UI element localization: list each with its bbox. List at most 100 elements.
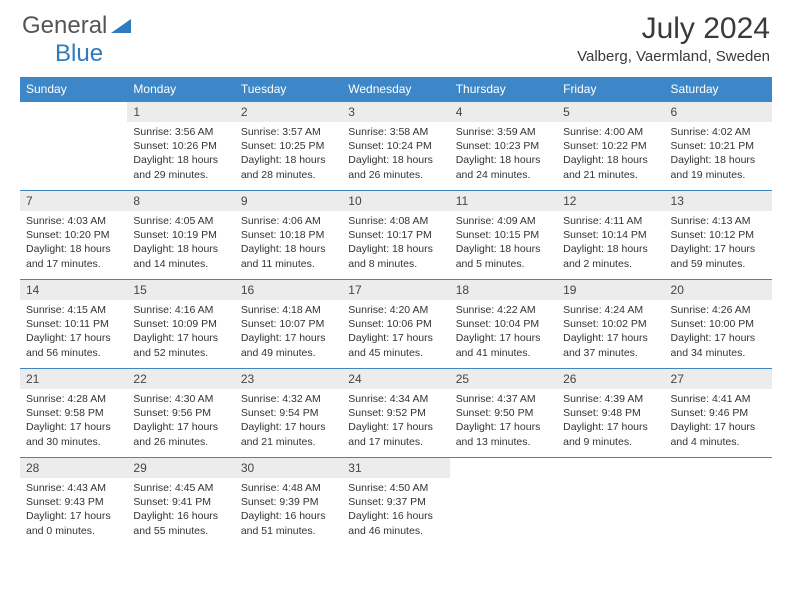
day-cell: 5Sunrise: 4:00 AMSunset: 10:22 PMDayligh… bbox=[557, 102, 664, 191]
day-cell: 29Sunrise: 4:45 AMSunset: 9:41 PMDayligh… bbox=[127, 458, 234, 547]
day-number: 29 bbox=[127, 458, 234, 478]
day-details: Sunrise: 4:45 AMSunset: 9:41 PMDaylight:… bbox=[127, 478, 234, 540]
day-details: Sunrise: 3:58 AMSunset: 10:24 PMDaylight… bbox=[342, 122, 449, 184]
day-cell: 1Sunrise: 3:56 AMSunset: 10:26 PMDayligh… bbox=[127, 102, 234, 191]
day-number: 15 bbox=[127, 280, 234, 300]
day-number: 9 bbox=[235, 191, 342, 211]
day-number: 25 bbox=[450, 369, 557, 389]
day-details: Sunrise: 3:59 AMSunset: 10:23 PMDaylight… bbox=[450, 122, 557, 184]
day-number: 2 bbox=[235, 102, 342, 122]
day-number: 5 bbox=[557, 102, 664, 122]
weekday-row: SundayMondayTuesdayWednesdayThursdayFrid… bbox=[20, 77, 772, 102]
day-number: 18 bbox=[450, 280, 557, 300]
day-cell: 31Sunrise: 4:50 AMSunset: 9:37 PMDayligh… bbox=[342, 458, 449, 547]
logo-text-gray: General bbox=[22, 12, 107, 40]
empty-cell: . bbox=[450, 458, 557, 547]
header: General July 2024 Valberg, Vaermland, Sw… bbox=[0, 0, 792, 69]
logo: General bbox=[22, 12, 137, 40]
day-cell: 25Sunrise: 4:37 AMSunset: 9:50 PMDayligh… bbox=[450, 369, 557, 458]
day-details: Sunrise: 4:26 AMSunset: 10:00 PMDaylight… bbox=[665, 300, 772, 362]
day-details: Sunrise: 3:56 AMSunset: 10:26 PMDaylight… bbox=[127, 122, 234, 184]
day-details: Sunrise: 4:30 AMSunset: 9:56 PMDaylight:… bbox=[127, 389, 234, 451]
day-number: 8 bbox=[127, 191, 234, 211]
day-cell: 9Sunrise: 4:06 AMSunset: 10:18 PMDayligh… bbox=[235, 191, 342, 280]
day-cell: 3Sunrise: 3:58 AMSunset: 10:24 PMDayligh… bbox=[342, 102, 449, 191]
day-details: Sunrise: 4:43 AMSunset: 9:43 PMDaylight:… bbox=[20, 478, 127, 540]
day-details: Sunrise: 4:41 AMSunset: 9:46 PMDaylight:… bbox=[665, 389, 772, 451]
day-details: Sunrise: 4:15 AMSunset: 10:11 PMDaylight… bbox=[20, 300, 127, 362]
day-number: 30 bbox=[235, 458, 342, 478]
day-cell: 11Sunrise: 4:09 AMSunset: 10:15 PMDaylig… bbox=[450, 191, 557, 280]
day-details: Sunrise: 4:02 AMSunset: 10:21 PMDaylight… bbox=[665, 122, 772, 184]
day-number: 23 bbox=[235, 369, 342, 389]
weekday-header: Monday bbox=[127, 77, 234, 102]
day-details: Sunrise: 4:00 AMSunset: 10:22 PMDaylight… bbox=[557, 122, 664, 184]
logo-text-blue: Blue bbox=[55, 40, 103, 68]
day-number: 3 bbox=[342, 102, 449, 122]
day-cell: 8Sunrise: 4:05 AMSunset: 10:19 PMDayligh… bbox=[127, 191, 234, 280]
day-number: 28 bbox=[20, 458, 127, 478]
day-details: Sunrise: 4:34 AMSunset: 9:52 PMDaylight:… bbox=[342, 389, 449, 451]
calendar-row: 7Sunrise: 4:03 AMSunset: 10:20 PMDayligh… bbox=[20, 191, 772, 280]
day-details: Sunrise: 4:09 AMSunset: 10:15 PMDaylight… bbox=[450, 211, 557, 273]
month-title: July 2024 bbox=[577, 12, 770, 46]
day-cell: 7Sunrise: 4:03 AMSunset: 10:20 PMDayligh… bbox=[20, 191, 127, 280]
day-cell: 20Sunrise: 4:26 AMSunset: 10:00 PMDaylig… bbox=[665, 280, 772, 369]
day-number: 14 bbox=[20, 280, 127, 300]
day-details: Sunrise: 4:48 AMSunset: 9:39 PMDaylight:… bbox=[235, 478, 342, 540]
day-details: Sunrise: 4:37 AMSunset: 9:50 PMDaylight:… bbox=[450, 389, 557, 451]
day-number: 21 bbox=[20, 369, 127, 389]
day-cell: 23Sunrise: 4:32 AMSunset: 9:54 PMDayligh… bbox=[235, 369, 342, 458]
weekday-header: Sunday bbox=[20, 77, 127, 102]
day-cell: 28Sunrise: 4:43 AMSunset: 9:43 PMDayligh… bbox=[20, 458, 127, 547]
day-number: 26 bbox=[557, 369, 664, 389]
day-details: Sunrise: 4:24 AMSunset: 10:02 PMDaylight… bbox=[557, 300, 664, 362]
day-cell: 16Sunrise: 4:18 AMSunset: 10:07 PMDaylig… bbox=[235, 280, 342, 369]
day-number: 13 bbox=[665, 191, 772, 211]
day-number: 12 bbox=[557, 191, 664, 211]
day-cell: 26Sunrise: 4:39 AMSunset: 9:48 PMDayligh… bbox=[557, 369, 664, 458]
weekday-header: Thursday bbox=[450, 77, 557, 102]
day-details: Sunrise: 4:22 AMSunset: 10:04 PMDaylight… bbox=[450, 300, 557, 362]
day-cell: 24Sunrise: 4:34 AMSunset: 9:52 PMDayligh… bbox=[342, 369, 449, 458]
day-number: 22 bbox=[127, 369, 234, 389]
day-cell: 12Sunrise: 4:11 AMSunset: 10:14 PMDaylig… bbox=[557, 191, 664, 280]
empty-cell: . bbox=[20, 102, 127, 191]
day-details: Sunrise: 4:13 AMSunset: 10:12 PMDaylight… bbox=[665, 211, 772, 273]
day-cell: 27Sunrise: 4:41 AMSunset: 9:46 PMDayligh… bbox=[665, 369, 772, 458]
day-details: Sunrise: 4:05 AMSunset: 10:19 PMDaylight… bbox=[127, 211, 234, 273]
weekday-header: Wednesday bbox=[342, 77, 449, 102]
day-details: Sunrise: 4:06 AMSunset: 10:18 PMDaylight… bbox=[235, 211, 342, 273]
day-number: 1 bbox=[127, 102, 234, 122]
day-number: 27 bbox=[665, 369, 772, 389]
day-cell: 22Sunrise: 4:30 AMSunset: 9:56 PMDayligh… bbox=[127, 369, 234, 458]
day-number: 20 bbox=[665, 280, 772, 300]
weekday-header: Tuesday bbox=[235, 77, 342, 102]
day-cell: 4Sunrise: 3:59 AMSunset: 10:23 PMDayligh… bbox=[450, 102, 557, 191]
day-details: Sunrise: 4:28 AMSunset: 9:58 PMDaylight:… bbox=[20, 389, 127, 451]
location: Valberg, Vaermland, Sweden bbox=[577, 48, 770, 65]
calendar-body: .1Sunrise: 3:56 AMSunset: 10:26 PMDaylig… bbox=[20, 102, 772, 547]
day-details: Sunrise: 4:11 AMSunset: 10:14 PMDaylight… bbox=[557, 211, 664, 273]
empty-cell: . bbox=[557, 458, 664, 547]
day-details: Sunrise: 4:20 AMSunset: 10:06 PMDaylight… bbox=[342, 300, 449, 362]
logo-triangle-icon bbox=[111, 17, 133, 35]
weekday-header: Saturday bbox=[665, 77, 772, 102]
day-number: 10 bbox=[342, 191, 449, 211]
day-cell: 18Sunrise: 4:22 AMSunset: 10:04 PMDaylig… bbox=[450, 280, 557, 369]
day-cell: 2Sunrise: 3:57 AMSunset: 10:25 PMDayligh… bbox=[235, 102, 342, 191]
day-details: Sunrise: 4:18 AMSunset: 10:07 PMDaylight… bbox=[235, 300, 342, 362]
day-details: Sunrise: 4:39 AMSunset: 9:48 PMDaylight:… bbox=[557, 389, 664, 451]
day-details: Sunrise: 4:32 AMSunset: 9:54 PMDaylight:… bbox=[235, 389, 342, 451]
day-number: 11 bbox=[450, 191, 557, 211]
day-number: 19 bbox=[557, 280, 664, 300]
title-block: July 2024 Valberg, Vaermland, Sweden bbox=[577, 12, 770, 65]
day-details: Sunrise: 3:57 AMSunset: 10:25 PMDaylight… bbox=[235, 122, 342, 184]
day-number: 16 bbox=[235, 280, 342, 300]
calendar-row: .1Sunrise: 3:56 AMSunset: 10:26 PMDaylig… bbox=[20, 102, 772, 191]
calendar-row: 21Sunrise: 4:28 AMSunset: 9:58 PMDayligh… bbox=[20, 369, 772, 458]
day-cell: 30Sunrise: 4:48 AMSunset: 9:39 PMDayligh… bbox=[235, 458, 342, 547]
day-cell: 19Sunrise: 4:24 AMSunset: 10:02 PMDaylig… bbox=[557, 280, 664, 369]
calendar-row: 14Sunrise: 4:15 AMSunset: 10:11 PMDaylig… bbox=[20, 280, 772, 369]
day-number: 7 bbox=[20, 191, 127, 211]
